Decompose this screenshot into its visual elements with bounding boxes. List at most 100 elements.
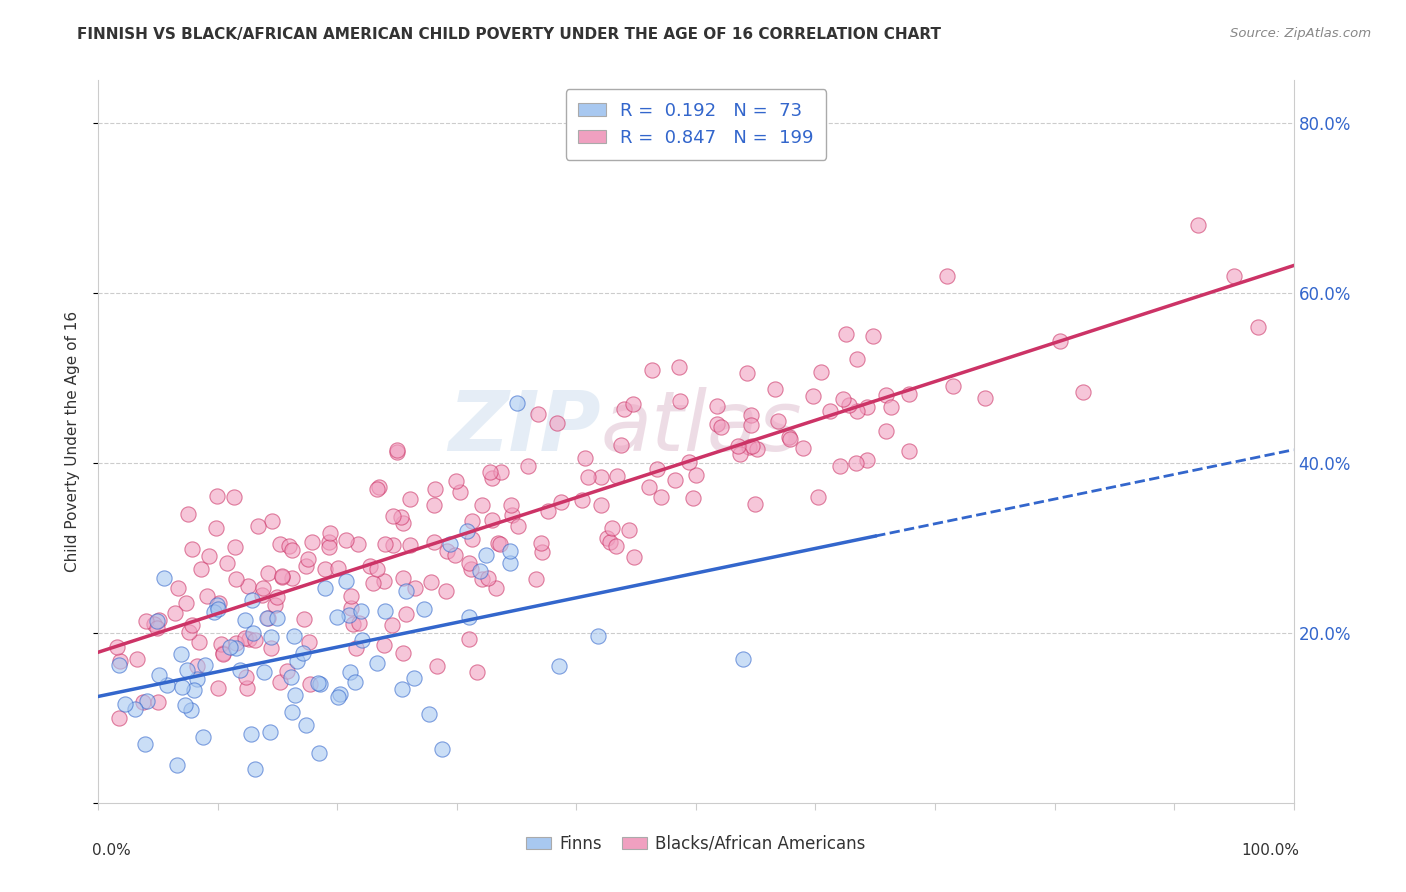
- Point: [792, 442, 814, 456]
- Point: [233, 613, 256, 627]
- Point: [318, 541, 340, 555]
- Point: [807, 490, 830, 504]
- Point: [359, 559, 381, 574]
- Point: [259, 725, 281, 739]
- Point: [527, 407, 550, 421]
- Point: [392, 516, 415, 530]
- Point: [506, 396, 529, 410]
- Text: 100.0%: 100.0%: [1241, 843, 1299, 857]
- Point: [240, 726, 263, 740]
- Point: [830, 459, 852, 474]
- Point: [475, 548, 498, 562]
- Point: [402, 671, 425, 685]
- Point: [856, 400, 879, 414]
- Point: [190, 562, 212, 576]
- Point: [127, 652, 149, 666]
- Point: [281, 543, 304, 558]
- Point: [195, 589, 218, 603]
- Point: [418, 707, 440, 722]
- Point: [740, 408, 762, 422]
- Point: [936, 268, 959, 283]
- Point: [326, 610, 349, 624]
- Point: [612, 401, 634, 416]
- Point: [605, 539, 627, 553]
- Point: [181, 618, 204, 632]
- Point: [294, 559, 316, 574]
- Point: [589, 498, 612, 512]
- Point: [301, 534, 323, 549]
- Point: [176, 663, 198, 677]
- Point: [209, 637, 232, 651]
- Point: [638, 480, 661, 494]
- Point: [271, 569, 294, 583]
- Point: [610, 438, 633, 452]
- Point: [374, 536, 396, 550]
- Point: [1223, 268, 1246, 283]
- Point: [167, 581, 190, 595]
- Point: [260, 641, 283, 656]
- Point: [391, 646, 413, 660]
- Point: [426, 659, 449, 673]
- Point: [108, 711, 131, 725]
- Point: [163, 606, 186, 620]
- Point: [668, 359, 690, 374]
- Point: [284, 689, 307, 703]
- Point: [240, 593, 263, 607]
- Point: [394, 607, 416, 621]
- Point: [897, 443, 920, 458]
- Point: [132, 695, 155, 709]
- Point: [263, 598, 285, 612]
- Point: [420, 574, 443, 589]
- Point: [252, 581, 274, 595]
- Point: [174, 596, 197, 610]
- Point: [225, 641, 247, 656]
- Point: [339, 589, 361, 603]
- Point: [710, 419, 733, 434]
- Point: [374, 603, 396, 617]
- Point: [444, 474, 467, 488]
- Point: [461, 514, 484, 528]
- Point: [281, 571, 304, 585]
- Point: [731, 652, 754, 666]
- Point: [810, 365, 832, 379]
- Point: [337, 607, 360, 622]
- Point: [1247, 319, 1270, 334]
- Point: [392, 571, 415, 585]
- Point: [224, 540, 246, 554]
- Point: [398, 538, 420, 552]
- Point: [875, 424, 897, 438]
- Point: [517, 459, 540, 474]
- Point: [266, 591, 288, 605]
- Point: [291, 646, 314, 660]
- Point: [292, 612, 315, 626]
- Point: [1049, 334, 1071, 348]
- Point: [862, 329, 884, 343]
- Point: [974, 391, 997, 405]
- Point: [219, 640, 242, 654]
- Point: [650, 490, 672, 504]
- Point: [1071, 384, 1094, 399]
- Point: [623, 549, 645, 564]
- Point: [260, 630, 283, 644]
- Point: [326, 690, 349, 704]
- Point: [423, 534, 446, 549]
- Point: [478, 466, 501, 480]
- Point: [114, 698, 136, 712]
- Point: [381, 618, 404, 632]
- Point: [366, 656, 388, 670]
- Point: [596, 531, 619, 545]
- Point: [344, 674, 367, 689]
- Point: [229, 663, 252, 677]
- Point: [422, 498, 444, 512]
- Legend: Finns, Blacks/African Americans: Finns, Blacks/African Americans: [519, 828, 873, 860]
- Point: [217, 556, 239, 570]
- Point: [668, 393, 690, 408]
- Point: [423, 482, 446, 496]
- Point: [205, 521, 228, 535]
- Point: [269, 536, 291, 550]
- Point: [385, 445, 408, 459]
- Point: [308, 677, 330, 691]
- Point: [156, 678, 179, 692]
- Point: [706, 417, 728, 431]
- Point: [449, 485, 471, 500]
